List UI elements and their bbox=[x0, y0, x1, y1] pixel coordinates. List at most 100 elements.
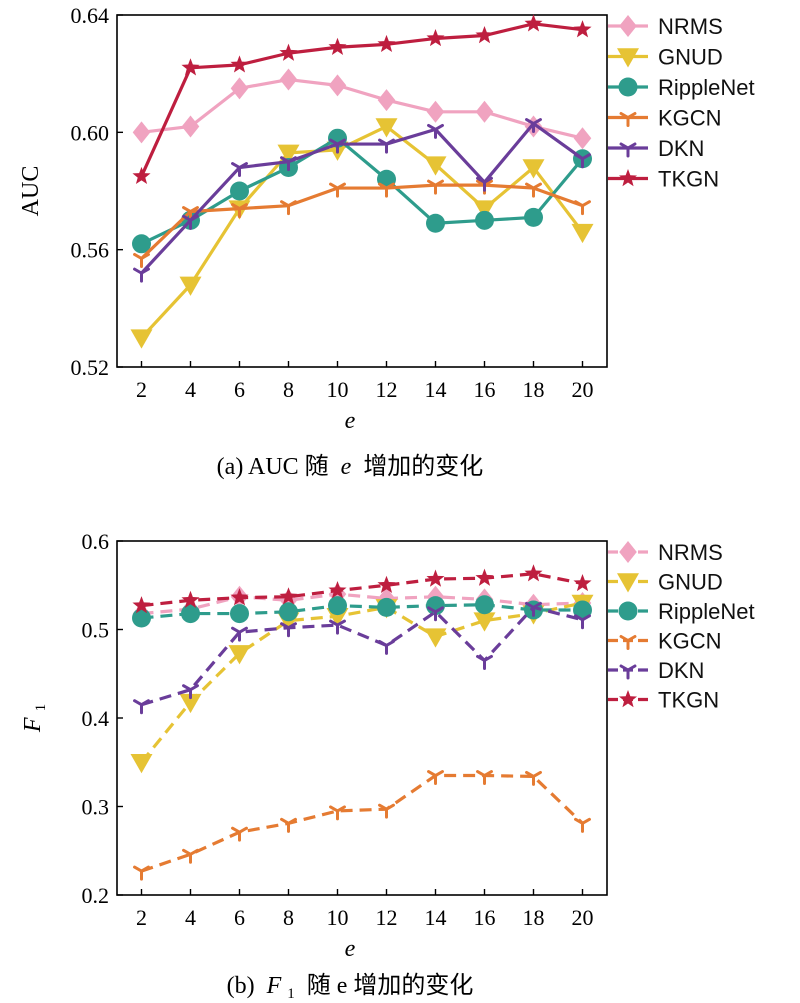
x-tick-label-auc: 6 bbox=[234, 377, 245, 402]
series-tkgn-auc bbox=[132, 14, 592, 185]
caption-auc-suffix: 增加的变化 bbox=[363, 453, 483, 480]
data-point-tkgn-auc bbox=[230, 55, 249, 73]
legend-label-ripplenet-f1: RippleNet bbox=[658, 599, 755, 624]
x-tick-label-auc: 2 bbox=[136, 377, 147, 402]
data-point-tkgn-auc bbox=[279, 43, 298, 61]
data-point-dkn-f1 bbox=[427, 606, 444, 622]
legend-marker-dkn-auc bbox=[619, 142, 637, 158]
data-point-dkn-f1 bbox=[182, 684, 199, 700]
legend-marker-nrms-auc bbox=[619, 15, 637, 37]
data-point-gnud-auc bbox=[375, 118, 398, 138]
data-point-nrms-auc bbox=[377, 89, 396, 112]
data-point-ripplenet-f1 bbox=[181, 604, 200, 624]
data-point-ripplenet-f1 bbox=[475, 595, 494, 615]
legend-label-gnud-f1: GNUD bbox=[658, 570, 723, 595]
legend-marker-ripplenet-f1 bbox=[618, 601, 638, 621]
data-point-gnud-auc bbox=[130, 329, 153, 349]
data-point-ripplenet-f1 bbox=[573, 600, 592, 620]
series-line-nrms-auc bbox=[141, 77, 583, 140]
data-point-dkn-f1 bbox=[133, 699, 150, 715]
data-point-tkgn-f1 bbox=[377, 575, 396, 593]
data-point-gnud-f1 bbox=[228, 645, 251, 665]
data-point-gnud-f1 bbox=[424, 628, 447, 648]
y-tick-label-f1: 0.2 bbox=[82, 883, 110, 908]
data-point-dkn-auc bbox=[427, 123, 444, 139]
data-point-ripplenet-auc bbox=[524, 207, 543, 227]
data-point-ripplenet-f1 bbox=[132, 608, 151, 628]
data-point-ripplenet-f1 bbox=[377, 597, 396, 617]
series-gnud-auc bbox=[130, 118, 594, 349]
data-point-tkgn-f1 bbox=[475, 568, 494, 586]
series-line-ripplenet-auc bbox=[140, 136, 584, 246]
x-tick-label-f1: 16 bbox=[474, 905, 496, 930]
caption-f1-suffix: 随 e 增加的变化 bbox=[307, 972, 474, 999]
data-point-dkn-auc bbox=[231, 162, 248, 178]
data-point-nrms-auc bbox=[475, 100, 494, 123]
legend-marker-dkn-f1 bbox=[619, 664, 637, 680]
data-point-gnud-f1 bbox=[130, 754, 153, 774]
series-line-nrms-f1 bbox=[141, 592, 583, 616]
caption-auc-var: e bbox=[341, 454, 352, 480]
data-point-kgcn-f1 bbox=[280, 817, 297, 833]
data-point-gnud-auc bbox=[522, 159, 545, 179]
data-point-ripplenet-auc bbox=[426, 213, 445, 233]
data-point-kgcn-f1 bbox=[476, 770, 493, 786]
y-axis-title-f1: F 1 bbox=[20, 704, 49, 733]
data-point-dkn-auc bbox=[574, 153, 591, 169]
x-tick-label-auc: 8 bbox=[283, 377, 294, 402]
data-point-gnud-f1 bbox=[179, 693, 202, 714]
x-axis-title-f1: e bbox=[345, 936, 356, 962]
data-point-tkgn-auc bbox=[426, 28, 445, 47]
caption-f1-prefix: (b) bbox=[227, 973, 255, 999]
series-line-tkgn-f1 bbox=[141, 572, 583, 608]
data-point-dkn-f1 bbox=[378, 639, 395, 655]
data-point-nrms-auc bbox=[132, 121, 151, 144]
data-point-kgcn-f1 bbox=[378, 803, 395, 819]
data-point-nrms-auc bbox=[328, 74, 347, 97]
series-layer-f1 bbox=[130, 564, 594, 881]
data-point-tkgn-f1 bbox=[573, 573, 592, 592]
legend-marker-kgcn-auc bbox=[619, 112, 637, 127]
legend-label-kgcn-f1: KGCN bbox=[658, 629, 722, 654]
series-line-gnud-f1 bbox=[140, 601, 583, 764]
series-line-dkn-auc bbox=[140, 121, 584, 275]
data-point-kgcn-f1 bbox=[133, 865, 150, 881]
legend-label-tkgn-auc: TKGN bbox=[658, 167, 719, 192]
caption-auc: (a) AUC 随 e 增加的变化 bbox=[217, 453, 484, 480]
data-point-ripplenet-f1 bbox=[328, 596, 347, 616]
data-point-kgcn-f1 bbox=[329, 805, 346, 821]
x-tick-label-f1: 4 bbox=[185, 905, 196, 930]
legend-marker-nrms-f1 bbox=[619, 541, 637, 563]
data-point-kgcn-f1 bbox=[427, 770, 444, 786]
x-tick-label-f1: 2 bbox=[136, 905, 147, 930]
series-gnud-f1 bbox=[130, 594, 594, 774]
series-kgcn-f1 bbox=[133, 770, 591, 881]
legend-label-ripplenet-auc: RippleNet bbox=[658, 75, 755, 100]
x-tick-label-auc: 12 bbox=[376, 377, 398, 402]
data-point-kgcn-auc bbox=[525, 182, 542, 198]
data-point-dkn-f1 bbox=[280, 622, 297, 638]
series-line-kgcn-auc bbox=[140, 183, 584, 260]
x-tick-label-auc: 20 bbox=[572, 377, 594, 402]
data-point-tkgn-f1 bbox=[524, 564, 543, 582]
data-point-nrms-auc bbox=[426, 100, 445, 123]
data-point-kgcn-f1 bbox=[231, 826, 248, 842]
data-point-dkn-f1 bbox=[329, 619, 346, 635]
data-point-ripplenet-auc bbox=[230, 181, 249, 201]
data-point-tkgn-auc bbox=[475, 26, 494, 44]
legend-f1: NRMS GNUD RippleNet KGCN DKN TKGN bbox=[608, 540, 755, 713]
series-line-tkgn-auc bbox=[140, 22, 583, 177]
caption-f1-var-sub: 1 bbox=[287, 986, 295, 1002]
data-point-kgcn-auc bbox=[427, 179, 444, 195]
legend-marker-tkgn-auc bbox=[618, 169, 638, 187]
data-point-tkgn-f1 bbox=[426, 569, 445, 587]
x-tick-label-f1: 6 bbox=[234, 905, 245, 930]
legend-label-dkn-f1: DKN bbox=[658, 658, 704, 683]
data-point-kgcn-f1 bbox=[574, 817, 591, 833]
x-tick-label-f1: 12 bbox=[376, 905, 398, 930]
data-point-tkgn-auc bbox=[328, 37, 347, 55]
x-axis-title-auc: e bbox=[345, 408, 356, 434]
chart-f1: 2 4 6 8 10 12 14 16 18 20 0.2 0.3 0.4 0.5 0.6 NRMS GNUD… bbox=[20, 529, 755, 1002]
series-tkgn-f1 bbox=[132, 564, 592, 614]
data-point-gnud-f1 bbox=[473, 612, 496, 632]
